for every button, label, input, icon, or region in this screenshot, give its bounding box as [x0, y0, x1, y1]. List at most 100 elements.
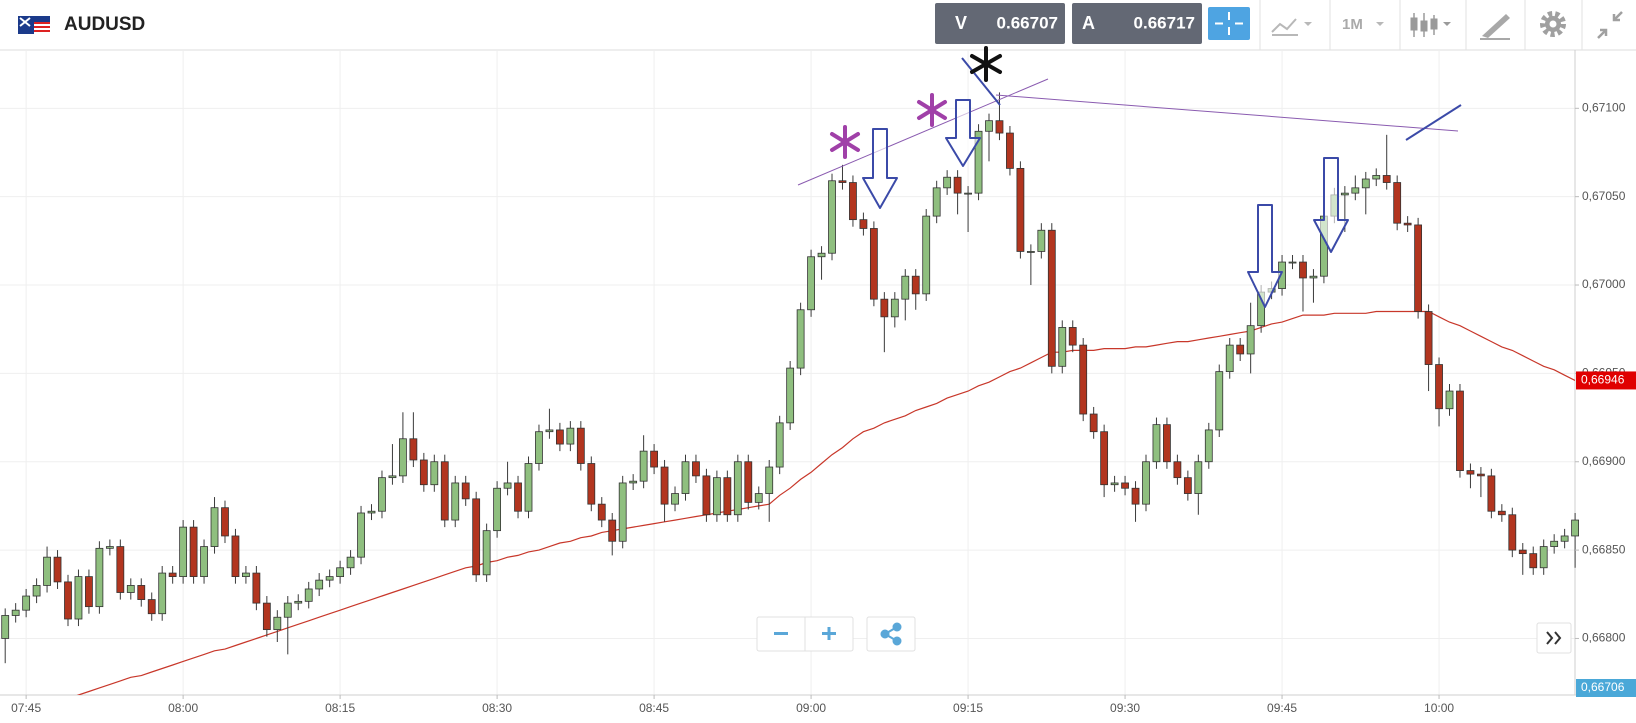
- y-tick-label: 0,66900: [1582, 454, 1626, 468]
- zoom-in[interactable]: [822, 627, 836, 640]
- candle-body: [137, 585, 146, 600]
- candle-body: [880, 298, 889, 318]
- candle-body: [1539, 546, 1548, 569]
- candle-body: [807, 256, 815, 311]
- candle-body: [1403, 222, 1412, 226]
- candle-body: [869, 228, 878, 300]
- candle-body: [1372, 175, 1381, 180]
- candle-body: [116, 546, 125, 593]
- candle-body: [1204, 429, 1213, 463]
- candle-body: [1456, 390, 1464, 471]
- collapse-icon[interactable]: [1597, 11, 1623, 39]
- y-tick-label: 0,66800: [1582, 631, 1626, 645]
- candle-body: [221, 507, 229, 537]
- candle-body: [859, 219, 868, 229]
- candle-body: [1173, 461, 1182, 479]
- candle-body: [1142, 461, 1150, 505]
- candle-body: [1100, 431, 1109, 486]
- candles: [1, 92, 1579, 664]
- asterisk: [830, 93, 947, 159]
- candle-body: [702, 475, 711, 516]
- candle-body: [451, 482, 460, 521]
- scroll-end-button[interactable]: [1536, 622, 1572, 654]
- candle-body: [32, 585, 41, 597]
- candle-body: [1016, 167, 1025, 252]
- candle-body: [242, 572, 250, 578]
- candle-body: [200, 546, 208, 578]
- candle-body: [922, 215, 931, 295]
- candle-body: [472, 498, 481, 576]
- candle-body: [587, 463, 596, 505]
- candle-body: [566, 427, 575, 445]
- bid-tag: [1576, 679, 1636, 697]
- candle-body: [901, 275, 910, 300]
- candle-body: [733, 461, 742, 516]
- candle-body: [378, 477, 386, 512]
- trend-line: [961, 57, 1001, 106]
- settings-icon[interactable]: [1540, 11, 1566, 37]
- x-tick-label: 08:30: [482, 701, 512, 715]
- candle-body: [1183, 477, 1192, 494]
- candle-body: [1550, 540, 1559, 547]
- candle-body: [1571, 519, 1579, 537]
- candle-body: [461, 482, 470, 500]
- candle-body: [273, 616, 282, 631]
- candle-body: [1361, 178, 1370, 189]
- candle-body: [64, 581, 72, 620]
- sell-button[interactable]: [935, 3, 1065, 44]
- candle-body: [524, 463, 533, 512]
- candle-body: [493, 487, 502, 532]
- candle-body: [796, 309, 805, 369]
- candle-body: [388, 475, 397, 479]
- candle-body: [409, 438, 418, 461]
- zoom-out[interactable]: [774, 632, 788, 635]
- candle-body: [597, 503, 606, 521]
- candle-body: [1068, 327, 1077, 346]
- candle-body: [1340, 192, 1349, 196]
- indicator-icon[interactable]: [1271, 18, 1312, 36]
- candle-body: [325, 576, 334, 581]
- candle-body: [995, 120, 1004, 134]
- candle-body: [1236, 344, 1245, 355]
- zoom-controls: [756, 616, 1572, 654]
- draw-icon[interactable]: [1480, 14, 1510, 40]
- timeframe-caret: [1376, 22, 1384, 26]
- candle-body: [1089, 413, 1098, 433]
- candle-body: [1560, 535, 1569, 542]
- toolbar-separators: [1259, 0, 1583, 50]
- candle-body: [608, 519, 617, 542]
- candle-body: [576, 427, 585, 464]
- axes: 0,668000,668500,669000,669500,670000,670…: [11, 100, 1636, 715]
- candle-body: [315, 579, 324, 590]
- buy-button[interactable]: [1072, 3, 1202, 44]
- candle-body: [262, 602, 271, 631]
- candle-body: [1006, 132, 1014, 169]
- candle-body: [765, 466, 774, 494]
- crosshair-button[interactable]: [1208, 7, 1250, 40]
- candle-body: [1110, 482, 1119, 486]
- candle-body: [671, 493, 679, 505]
- candle-body: [1299, 261, 1307, 279]
- candle-body: [168, 572, 177, 578]
- candle-body: [1424, 311, 1433, 365]
- candle-body: [639, 450, 648, 482]
- candle-body: [744, 461, 753, 503]
- scroll-end-icon: [1546, 631, 1562, 645]
- candle-body: [231, 535, 240, 578]
- share-icon[interactable]: [880, 622, 902, 646]
- candle-body: [985, 120, 993, 132]
- candle-body: [294, 600, 303, 604]
- candle-body: [74, 576, 83, 620]
- candle-body: [723, 477, 732, 516]
- candle-body: [399, 438, 407, 477]
- trend-line: [1405, 104, 1462, 141]
- candle-body: [1047, 229, 1056, 367]
- candle-body: [1382, 175, 1391, 183]
- candle-body: [754, 493, 763, 503]
- candle-body: [346, 556, 355, 569]
- x-tick-label: 07:45: [11, 701, 41, 715]
- x-tick-label: 09:15: [953, 701, 983, 715]
- timeframe[interactable]: 1M: [1342, 16, 1363, 33]
- chart-type-icon[interactable]: [1410, 13, 1451, 37]
